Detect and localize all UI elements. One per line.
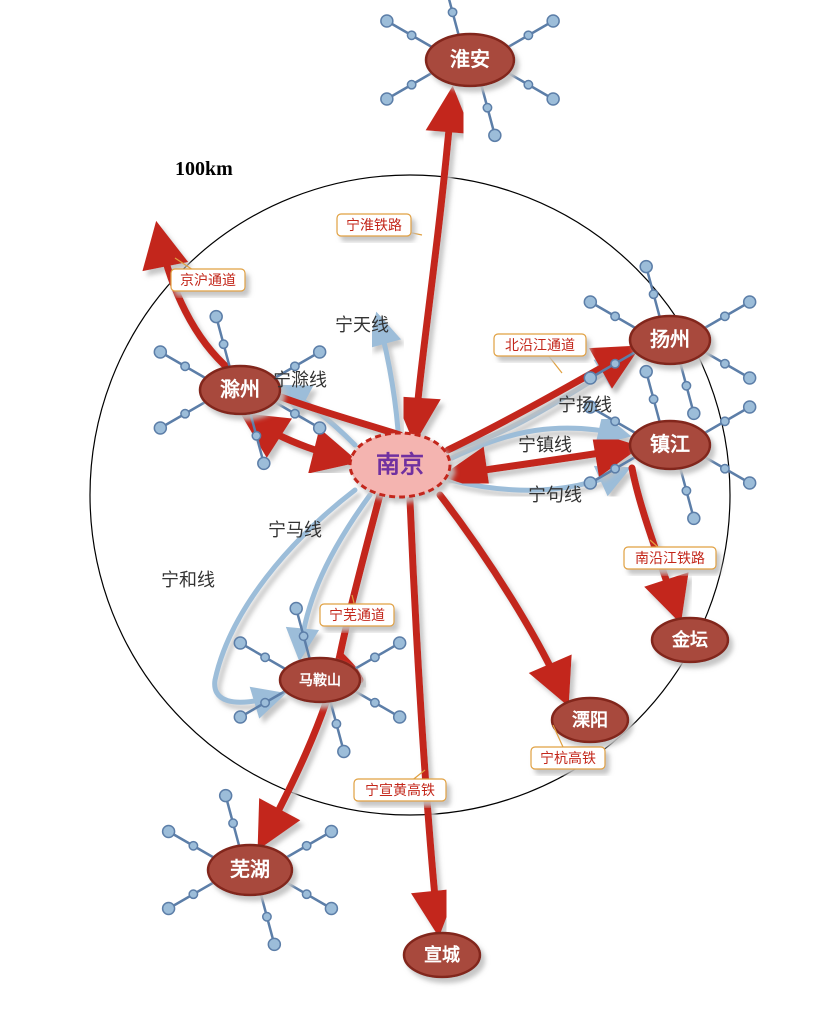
city-label-liyang: 溧阳 <box>572 709 608 730</box>
spoke-dot <box>381 15 393 27</box>
line-label-l_ningma: 宁马线 <box>268 520 322 540</box>
spoke-dot <box>252 432 260 440</box>
spoke-dot <box>154 422 166 434</box>
spoke-dot <box>721 417 729 425</box>
spoke-dot <box>181 362 189 370</box>
spoke-dot <box>290 603 302 615</box>
spoke-dot <box>547 93 559 105</box>
spoke-dot <box>721 465 729 473</box>
line-label-l_ningtian: 宁天线 <box>335 315 389 335</box>
callout-text-c_ningxuan: 宁宣黄高铁 <box>365 782 435 798</box>
red-route-ningxuan <box>410 500 438 928</box>
spoke-dot <box>154 346 166 358</box>
line-label-l_ningchu: 宁滁线 <box>273 370 327 390</box>
line-label-l_ningju: 宁句线 <box>528 485 582 505</box>
red-route-ninghang <box>440 495 565 698</box>
spoke-dot <box>394 637 406 649</box>
spoke-dot <box>407 31 415 39</box>
callout-text-c_jinghu: 京沪通道 <box>180 272 236 288</box>
spoke-dot <box>189 890 197 898</box>
spoke-dot <box>744 296 756 308</box>
city-label-maanshan: 马鞍山 <box>299 672 341 688</box>
spoke-dot <box>338 745 350 757</box>
line-label-l_ningzhen: 宁镇线 <box>518 435 572 455</box>
spoke-dot <box>163 826 175 838</box>
spoke-dot <box>314 346 326 358</box>
spoke-dot <box>229 819 237 827</box>
spoke-dot <box>234 711 246 723</box>
spoke-dot <box>394 711 406 723</box>
spoke-dot <box>325 826 337 838</box>
spoke-dot <box>524 81 532 89</box>
spoke-dot <box>407 81 415 89</box>
spoke-dot <box>291 410 299 418</box>
callout-text-c_ninghuai: 宁淮铁路 <box>346 217 402 233</box>
spoke-dot <box>524 31 532 39</box>
spoke-dot <box>261 653 269 661</box>
spoke <box>445 0 458 35</box>
spoke-dot <box>219 340 227 348</box>
spoke-dot <box>584 372 596 384</box>
center-label: 南京 <box>376 451 424 479</box>
spoke-dot <box>584 477 596 489</box>
spoke-dot <box>611 417 619 425</box>
spoke-dot <box>234 637 246 649</box>
spoke-dot <box>381 93 393 105</box>
spoke-dot <box>611 360 619 368</box>
callout-text-c_ningwu: 宁芜通道 <box>329 607 385 623</box>
city-label-wuhu: 芜湖 <box>230 857 270 881</box>
spoke-dot <box>688 512 700 524</box>
spoke-dot <box>547 15 559 27</box>
spoke-dot <box>302 890 310 898</box>
spoke-dot <box>721 360 729 368</box>
spoke-dot <box>611 465 619 473</box>
red-route-ninghuai <box>415 95 452 435</box>
spoke-dot <box>584 296 596 308</box>
spoke-dot <box>611 312 619 320</box>
city-label-huaian: 淮安 <box>450 47 490 71</box>
spoke-dot <box>744 372 756 384</box>
city-label-yangzhou: 扬州 <box>650 328 690 351</box>
spoke-dot <box>302 842 310 850</box>
spoke-dot <box>220 790 232 802</box>
spoke-dot <box>448 8 456 16</box>
spoke-dot <box>181 410 189 418</box>
spoke-dot <box>210 311 222 323</box>
spoke-dot <box>314 422 326 434</box>
spoke-dot <box>483 104 491 112</box>
callout-text-c_ninghang: 宁杭高铁 <box>540 750 596 766</box>
spoke-dot <box>682 382 690 390</box>
spoke-dot <box>268 938 280 950</box>
spoke-dot <box>263 913 271 921</box>
red-route-nanyanjiang2 <box>632 468 678 615</box>
spoke-dot <box>688 407 700 419</box>
spoke-dot <box>744 401 756 413</box>
line-label-l_ningyang: 宁扬线 <box>558 395 612 415</box>
spoke-dot <box>744 477 756 489</box>
city-label-xuancheng: 宣城 <box>424 944 460 965</box>
callout-text-c_nanyj: 南沿江铁路 <box>635 550 705 566</box>
spoke-dot <box>163 903 175 915</box>
spoke-dot <box>489 129 501 141</box>
spoke-dot <box>258 457 270 469</box>
spoke-dot <box>721 312 729 320</box>
spoke-dot <box>682 487 690 495</box>
spoke-dot <box>299 632 307 640</box>
spoke-dot <box>371 653 379 661</box>
city-label-jintan: 金坛 <box>671 629 708 650</box>
spoke-dot <box>640 261 652 273</box>
spoke-dot <box>649 290 657 298</box>
spoke-dot <box>325 903 337 915</box>
spoke-dot <box>640 366 652 378</box>
spoke-dot <box>261 699 269 707</box>
callout-text-c_beiyj: 北沿江通道 <box>505 337 575 353</box>
spoke-dot <box>371 699 379 707</box>
range-label: 100km <box>175 158 233 180</box>
line-label-l_ninghe: 宁和线 <box>161 570 215 590</box>
spoke-dot <box>189 842 197 850</box>
spoke-dot <box>332 720 340 728</box>
city-label-chuzhou: 滁州 <box>220 377 260 401</box>
city-label-zhenjiang: 镇江 <box>650 432 690 456</box>
spoke-dot <box>649 395 657 403</box>
